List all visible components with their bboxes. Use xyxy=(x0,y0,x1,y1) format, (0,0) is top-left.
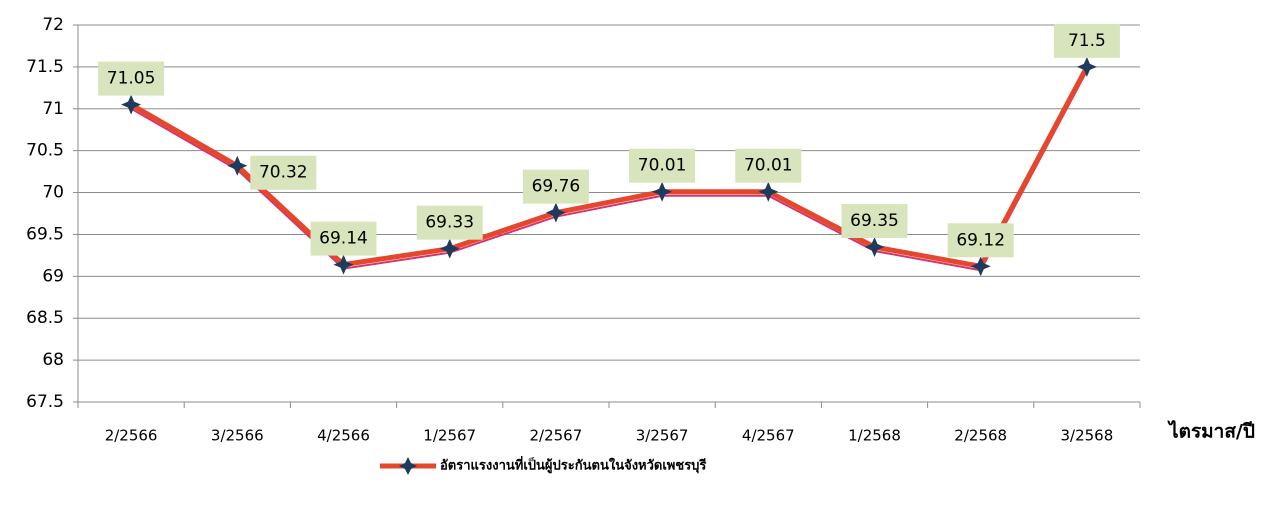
x-tick-label: 2/2566 xyxy=(105,427,158,445)
data-label: 70.32 xyxy=(259,163,308,183)
marker xyxy=(333,254,354,275)
legend-marker xyxy=(399,457,417,475)
data-label-box xyxy=(947,223,1014,258)
data-label: 69.76 xyxy=(532,177,581,197)
data-label-box xyxy=(841,204,908,239)
y-tick-label: 69 xyxy=(42,266,64,286)
marker xyxy=(227,155,248,176)
x-tick-label: 1/2568 xyxy=(848,427,901,445)
marker xyxy=(970,256,991,277)
y-tick-label: 70 xyxy=(42,183,64,203)
data-label-box xyxy=(310,221,377,256)
data-label: 70.01 xyxy=(744,156,793,176)
x-tick-label: 3/2566 xyxy=(211,427,264,445)
x-tick-label: 3/2568 xyxy=(1061,427,1114,445)
data-label-box xyxy=(416,205,483,240)
y-tick-label: 71 xyxy=(42,99,64,119)
data-label: 69.12 xyxy=(956,230,1005,250)
marker xyxy=(652,181,673,202)
marker xyxy=(758,181,779,202)
marker xyxy=(1076,56,1097,77)
marker xyxy=(439,238,460,259)
line-shadow xyxy=(130,70,1088,272)
data-label-box xyxy=(735,148,802,183)
data-label: 69.14 xyxy=(319,229,368,249)
data-label-box xyxy=(98,61,165,96)
line xyxy=(129,65,1090,269)
x-tick-label: 1/2567 xyxy=(423,427,476,445)
data-label-box xyxy=(522,169,589,204)
y-tick-label: 67.5 xyxy=(26,392,64,412)
x-tick-label: 2/2568 xyxy=(954,427,1007,445)
marker xyxy=(545,202,566,223)
y-tick-label: 69.5 xyxy=(26,224,64,244)
marker xyxy=(121,94,142,115)
y-tick-label: 71.5 xyxy=(26,57,64,77)
x-tick-label: 2/2567 xyxy=(530,427,583,445)
x-tick-label: 4/2567 xyxy=(742,427,795,445)
y-tick-label: 68 xyxy=(42,350,64,370)
x-axis-label: ไตรมาส/ปี xyxy=(1167,420,1255,443)
x-tick-label: 4/2566 xyxy=(317,427,370,445)
data-label: 71.05 xyxy=(107,69,156,89)
data-label-box xyxy=(1053,23,1120,58)
data-label: 69.33 xyxy=(425,213,474,233)
data-label-box xyxy=(629,148,696,183)
data-label: 71.5 xyxy=(1068,31,1106,51)
data-label-box xyxy=(250,155,317,190)
legend-label: อัตราแรงงานที่เป็นผู้ประกันตนในจังหวัดเพ… xyxy=(440,456,706,474)
marker xyxy=(864,237,885,258)
data-label: 70.01 xyxy=(638,156,687,176)
y-tick-label: 70.5 xyxy=(26,141,64,161)
data-label: 69.35 xyxy=(850,211,899,231)
y-tick-label: 68.5 xyxy=(26,308,64,328)
y-tick-label: 72 xyxy=(42,15,64,35)
x-tick-label: 3/2567 xyxy=(636,427,689,445)
